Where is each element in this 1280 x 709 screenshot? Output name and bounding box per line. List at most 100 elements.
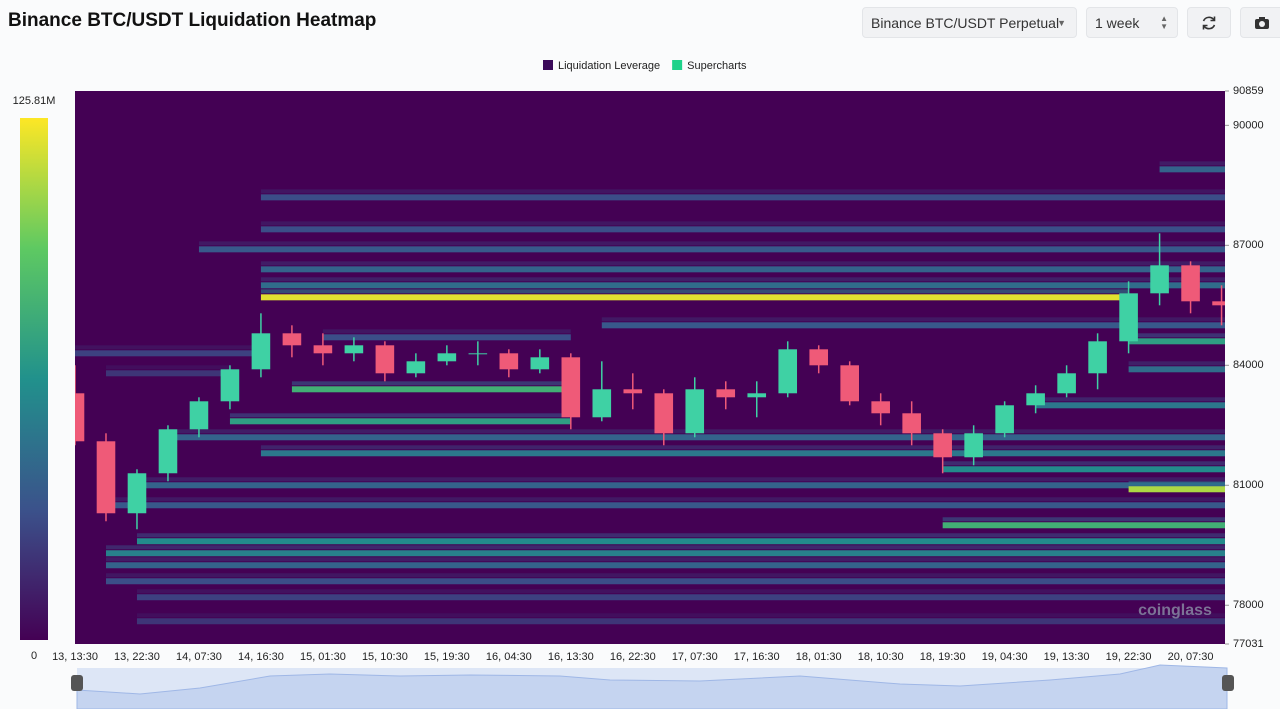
colorbar [20, 118, 48, 640]
heat-band [260, 194, 1225, 201]
heat-band [1128, 338, 1225, 345]
candle-body [251, 333, 271, 370]
heat-band-glow [260, 289, 1129, 294]
candle-body [778, 349, 798, 394]
heat-band [198, 246, 1225, 253]
candle-body [1119, 293, 1138, 342]
heat-band-glow [942, 461, 1225, 466]
candle-body [75, 393, 85, 442]
heat-band-glow [291, 381, 571, 386]
candle-body [437, 353, 457, 362]
candle-body [499, 353, 519, 370]
candle-body [189, 401, 209, 430]
heat-band-glow [198, 241, 1225, 246]
candle-body [1181, 265, 1200, 302]
candle-body [1150, 265, 1169, 294]
navigator-handle-left[interactable] [71, 675, 83, 691]
heat-band [75, 350, 261, 357]
x-tick-label: 18, 19:30 [920, 651, 966, 663]
heat-band-glow [136, 533, 1225, 538]
heat-band-glow [229, 413, 571, 418]
candle-body [344, 345, 364, 354]
y-tick-label: 78000 [1233, 599, 1264, 611]
candle-body [840, 365, 859, 402]
range-select[interactable]: 1 week ▲ ▼ [1086, 7, 1178, 38]
heat-band [260, 450, 1225, 457]
y-tick-label: 90000 [1233, 119, 1264, 131]
x-tick-label: 20, 07:30 [1168, 651, 1214, 663]
heat-band-glow [136, 477, 1225, 482]
x-tick-label: 14, 07:30 [176, 651, 222, 663]
heat-band [105, 578, 1225, 585]
candle-body [809, 349, 829, 366]
heat-band [322, 334, 571, 341]
heat-band-glow [260, 221, 1225, 226]
exchange-select[interactable]: Binance BTC/USDT Perpetual ▼ [862, 7, 1077, 38]
heat-band-glow [105, 497, 1225, 502]
candle-body [375, 345, 395, 374]
heat-band-glow [260, 261, 1225, 266]
heat-band [105, 562, 1225, 569]
spinner-arrows: ▲ ▼ [1160, 13, 1168, 31]
dropdown-arrow: ▼ [1057, 17, 1066, 28]
candle-body [406, 361, 426, 374]
y-tick-label: 84000 [1233, 359, 1264, 371]
candle-body [313, 345, 333, 354]
candle-body [158, 429, 178, 474]
x-tick-label: 16, 22:30 [610, 651, 656, 663]
candle-body [282, 333, 302, 346]
heat-band-glow [942, 517, 1225, 522]
heat-band-glow [105, 545, 1225, 550]
candle-body [1026, 393, 1045, 406]
candle-body [220, 369, 240, 402]
colorbar-label: 125.81M [13, 95, 56, 107]
heat-band [942, 466, 1225, 473]
heat-band-glow [260, 277, 1225, 282]
heat-band-glow [1128, 361, 1225, 366]
heat-band [105, 370, 230, 377]
x-tick-label: 15, 19:30 [424, 651, 470, 663]
x-tick-label: 15, 01:30 [300, 651, 346, 663]
heat-band-glow [260, 189, 1225, 194]
camera-icon [1255, 16, 1269, 29]
screenshot-button[interactable] [1240, 7, 1280, 38]
y-tick-label: 90859 [1233, 85, 1264, 97]
heat-band [942, 522, 1225, 529]
navigator-handle-right[interactable] [1222, 675, 1234, 691]
x-tick-label: 13, 13:30 [52, 651, 98, 663]
refresh-icon [1202, 16, 1216, 29]
candle-body [964, 433, 983, 458]
colorbar-label: 0 [31, 650, 37, 662]
refresh-button[interactable] [1187, 7, 1231, 38]
candle-body [530, 357, 550, 370]
watermark: coinglass [1138, 602, 1212, 619]
heat-band [260, 294, 1129, 301]
candle-body [623, 389, 643, 394]
candle-body [995, 405, 1014, 434]
exchange-label: Binance BTC/USDT Perpetual [871, 14, 1060, 31]
heat-band-glow [1128, 481, 1225, 486]
heat-band [105, 550, 1225, 557]
heat-band-glow [1035, 397, 1225, 402]
candle-body [1057, 373, 1076, 394]
candle-body [1088, 341, 1107, 374]
candle-body [96, 441, 116, 514]
heat-band-glow [105, 365, 230, 370]
legend-label: Liquidation Leverage [558, 60, 660, 72]
legend-swatch [543, 60, 553, 70]
heat-band-glow [601, 317, 1225, 322]
navigator-area [76, 664, 1228, 709]
candle-body [1212, 301, 1225, 306]
x-tick-label: 17, 07:30 [672, 651, 718, 663]
candle-body [685, 389, 705, 434]
candle-body [561, 357, 581, 418]
heat-band [229, 418, 571, 425]
x-tick-label: 17, 16:30 [734, 651, 780, 663]
heat-band [136, 594, 1225, 601]
x-tick-label: 14, 16:30 [238, 651, 284, 663]
heat-band [260, 266, 1225, 273]
heat-band-glow [136, 613, 1225, 618]
x-tick-label: 16, 04:30 [486, 651, 532, 663]
